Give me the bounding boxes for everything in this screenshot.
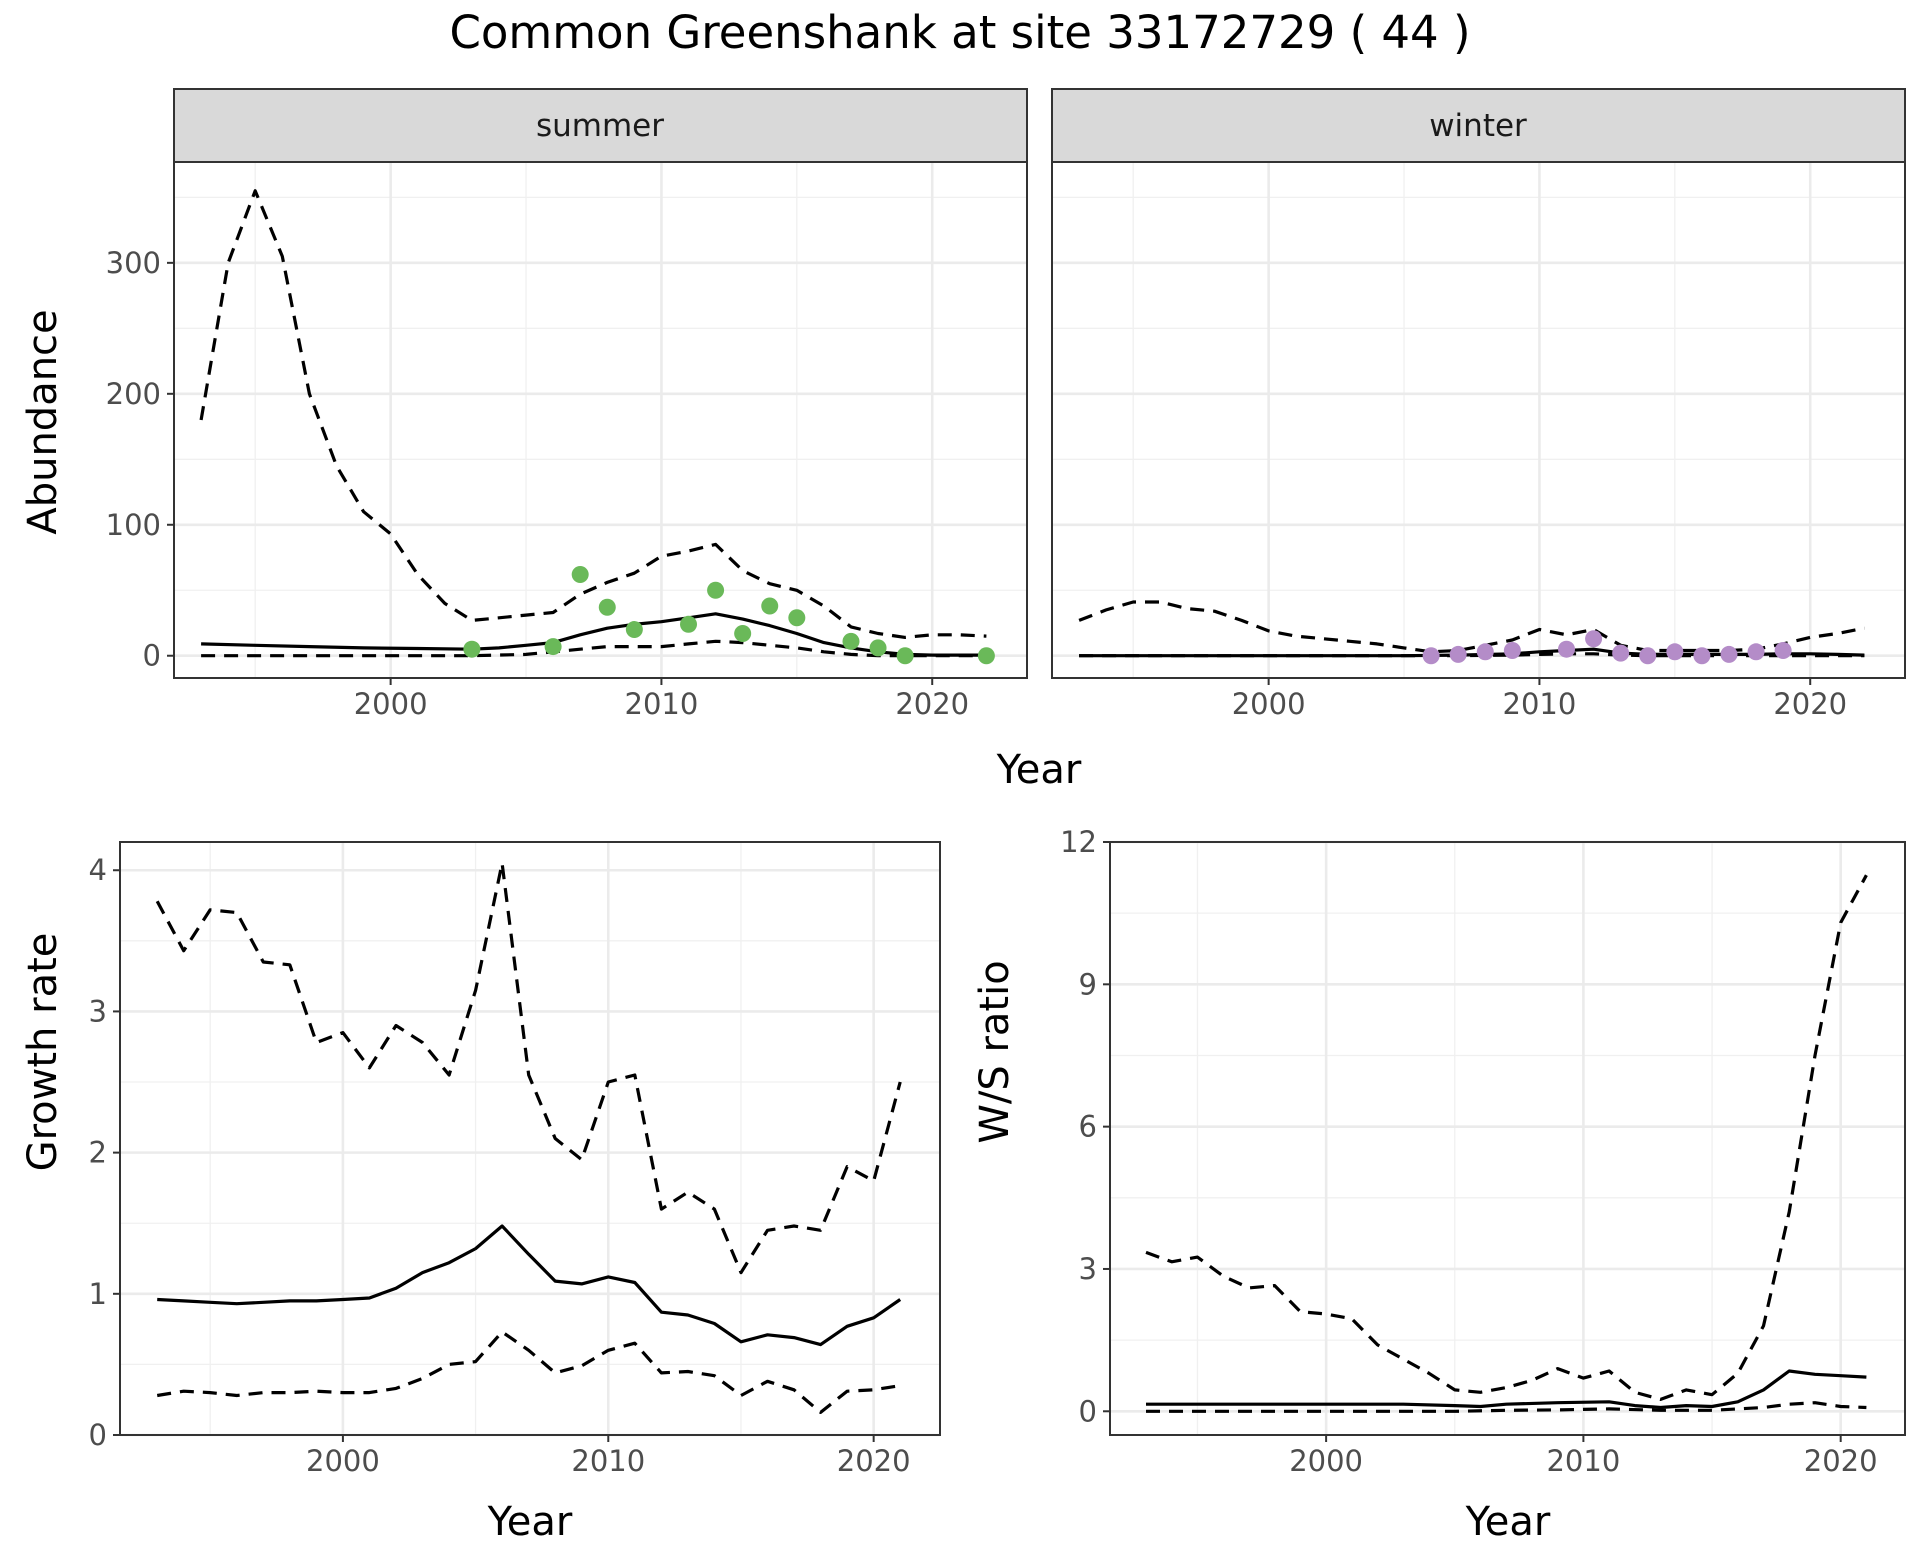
winter-data-point bbox=[1666, 643, 1684, 661]
growth-x-tick-label: 2020 bbox=[837, 1444, 911, 1478]
summer-data-point bbox=[761, 597, 779, 615]
growth-median-line bbox=[157, 1224, 902, 1347]
summer-data-point bbox=[544, 638, 562, 656]
winter-background bbox=[1052, 162, 1905, 678]
summer-data-point bbox=[707, 581, 725, 599]
summer-data-point bbox=[896, 647, 914, 665]
ws-y-axis-label: W/S ratio bbox=[972, 960, 1018, 1143]
summer-upper-line bbox=[199, 189, 987, 640]
panel-winter-plot: 2000 2010 2020 bbox=[1051, 161, 1906, 721]
summer-x-tick-label: 2000 bbox=[354, 687, 428, 721]
strip-label-winter: winter bbox=[1429, 108, 1527, 144]
summer-data-point bbox=[842, 632, 860, 650]
growth-x-tick-label: 2000 bbox=[306, 1444, 380, 1478]
ws-upper-line bbox=[1145, 874, 1868, 1402]
chart-title: Common Greenshank at site 33172729 ( 44 … bbox=[449, 6, 1470, 59]
winter-data-point bbox=[1585, 630, 1603, 648]
summer-data-point bbox=[680, 615, 698, 633]
winter-border bbox=[1051, 161, 1906, 679]
summer-lower-line bbox=[201, 639, 987, 658]
ws-y-tick-label: 9 bbox=[1079, 967, 1097, 1001]
strip-winter bbox=[1051, 88, 1906, 163]
growth-y-tick-label: 4 bbox=[89, 853, 107, 887]
winter-x-tick-label: 2010 bbox=[1503, 687, 1577, 721]
summer-y-tick-label: 200 bbox=[106, 377, 161, 411]
winter-x-tick-label: 2020 bbox=[1773, 687, 1847, 721]
summer-data-point bbox=[463, 640, 481, 658]
growth-y-tick-label: 0 bbox=[89, 1418, 107, 1452]
ws-y-tick-label: 6 bbox=[1079, 1110, 1097, 1144]
growth-x-axis-label: Year bbox=[487, 1499, 573, 1545]
ws-y-tick-label: 0 bbox=[1079, 1394, 1097, 1428]
winter-data-point bbox=[1747, 643, 1765, 661]
panel-summer: summer 2000 2010 2020 0 100 200 300 bbox=[106, 88, 1028, 721]
winter-data-point bbox=[1693, 647, 1711, 665]
growth-upper-line bbox=[155, 861, 902, 1275]
ws-x-axis-label: Year bbox=[1465, 1499, 1551, 1545]
growth-x-tick-label: 2010 bbox=[571, 1444, 645, 1478]
panel-summer-plot: 2000 2010 2020 0 100 200 300 bbox=[106, 161, 1028, 721]
summer-data-point bbox=[625, 621, 643, 639]
ws-x-tick-label: 2020 bbox=[1804, 1444, 1878, 1478]
winter-x-tick-label: 2000 bbox=[1232, 687, 1306, 721]
summer-data-point bbox=[788, 609, 806, 627]
growth-background bbox=[120, 842, 940, 1435]
strip-label-summer: summer bbox=[536, 108, 664, 144]
winter-data-point bbox=[1639, 647, 1657, 665]
growth-rate-plot: 2000 2010 2020 0 1 2 3 4 bbox=[89, 841, 941, 1478]
abundance-x-axis-label: Year bbox=[996, 747, 1082, 793]
winter-data-point bbox=[1503, 641, 1521, 659]
growth-y-tick-label: 1 bbox=[89, 1277, 107, 1311]
growth-lower-line bbox=[156, 1330, 901, 1415]
ws-y-tick-label: 3 bbox=[1079, 1252, 1097, 1286]
summer-y-tick-label: 300 bbox=[106, 246, 161, 280]
summer-data-point bbox=[869, 639, 887, 657]
growth-y-tick-label: 2 bbox=[89, 1136, 107, 1170]
summer-data-point bbox=[977, 647, 995, 665]
summer-data-point bbox=[571, 566, 589, 584]
ws-border bbox=[1109, 841, 1906, 1436]
growth-y-tick-label: 3 bbox=[89, 994, 107, 1028]
abundance-y-axis-label: Abundance bbox=[20, 309, 66, 534]
winter-data-point bbox=[1476, 643, 1494, 661]
winter-data-point bbox=[1558, 640, 1576, 658]
ws-median-line bbox=[1146, 1369, 1867, 1410]
ws-lower-line bbox=[1146, 1401, 1867, 1413]
summer-x-tick-label: 2020 bbox=[895, 687, 969, 721]
summer-data-point bbox=[598, 598, 616, 616]
winter-data-point bbox=[1422, 647, 1440, 665]
ws-ratio-plot: 2000 2010 2020 0 3 6 9 12 bbox=[1060, 825, 1906, 1478]
summer-y-tick-label: 100 bbox=[106, 508, 161, 542]
ws-x-tick-label: 2010 bbox=[1546, 1444, 1620, 1478]
summer-y-tick-label: 0 bbox=[143, 639, 161, 673]
summer-background bbox=[174, 162, 1027, 678]
ws-y-tick-label: 12 bbox=[1060, 825, 1097, 859]
summer-data-point bbox=[734, 624, 752, 642]
ws-ratio-chart: 2000 2010 2020 0 3 6 9 12 W/S ratio Year bbox=[972, 825, 1906, 1545]
growth-y-axis-label: Growth rate bbox=[20, 933, 66, 1172]
summer-x-tick-label: 2010 bbox=[625, 687, 699, 721]
ws-x-tick-label: 2000 bbox=[1289, 1444, 1363, 1478]
winter-data-point bbox=[1612, 644, 1630, 662]
summer-border bbox=[173, 161, 1028, 679]
abundance-chart: summer 2000 2010 2020 0 100 200 300 winter 200… bbox=[20, 88, 1906, 793]
growth-border bbox=[119, 841, 941, 1436]
ws-background bbox=[1110, 842, 1905, 1435]
winter-data-point bbox=[1449, 645, 1467, 663]
growth-rate-chart: 2000 2010 2020 0 1 2 3 4 Growth rate Year bbox=[20, 841, 941, 1545]
winter-data-point bbox=[1774, 641, 1792, 659]
strip-summer bbox=[173, 88, 1028, 163]
panel-winter: winter 2000 2010 2020 bbox=[1051, 88, 1906, 721]
winter-data-point bbox=[1720, 645, 1738, 663]
